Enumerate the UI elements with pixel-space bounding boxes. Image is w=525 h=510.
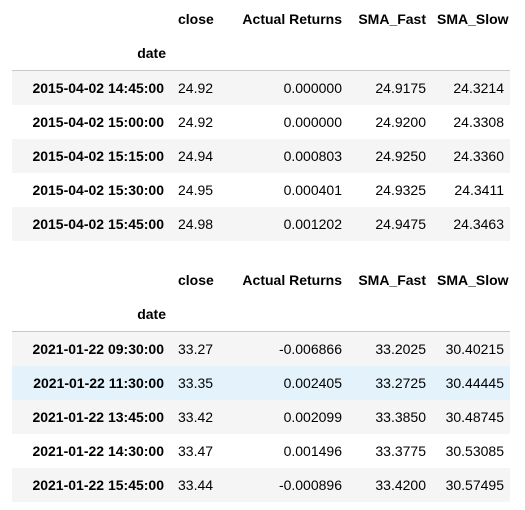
cell-close: 33.42 (178, 409, 214, 425)
table-row: 2015-04-02 15:00:00 24.92 0.000000 24.92… (12, 105, 510, 139)
row-index-date: 2021-01-22 09:30:00 (32, 341, 164, 357)
cell-sma-slow: 30.57495 (445, 477, 504, 493)
cell-sma-slow: 30.48745 (445, 409, 504, 425)
cell-actual-returns: 0.000000 (283, 80, 342, 96)
row-index-date: 2021-01-22 11:30:00 (33, 375, 164, 391)
cell-close: 24.95 (178, 182, 214, 198)
table-row: 2015-04-02 15:30:00 24.95 0.000401 24.93… (12, 173, 510, 207)
cell-close: 33.47 (178, 443, 214, 459)
row-index-date: 2015-04-02 15:45:00 (32, 216, 164, 232)
cell-close: 24.92 (178, 114, 214, 130)
cell-sma-fast: 24.9325 (375, 182, 426, 198)
cell-close: 33.27 (178, 341, 214, 357)
row-index-date: 2015-04-02 15:15:00 (32, 148, 164, 164)
table-row: 2021-01-22 15:45:00 33.44 -0.000896 33.4… (12, 468, 510, 502)
column-header-close: close (178, 11, 214, 27)
row-index-date: 2021-01-22 13:45:00 (32, 409, 164, 425)
cell-sma-slow: 24.3214 (453, 80, 504, 96)
table-row: 2021-01-22 09:30:00 33.27 -0.006866 33.2… (12, 331, 510, 366)
index-name-row: date (12, 36, 510, 71)
cell-sma-slow: 24.3360 (453, 148, 504, 164)
cell-actual-returns: 0.000803 (283, 148, 342, 164)
index-name-row: date (12, 297, 510, 332)
table-row: 2021-01-22 14:30:00 33.47 0.001496 33.37… (12, 434, 510, 468)
column-header-sma-fast: SMA_Fast (358, 272, 426, 288)
column-header-row: close Actual Returns SMA_Fast SMA_Slow (12, 2, 510, 36)
cell-sma-fast: 33.2725 (375, 375, 426, 391)
cell-sma-slow: 24.3411 (454, 182, 504, 198)
row-index-date: 2021-01-22 14:30:00 (32, 443, 164, 459)
column-header-sma-slow: SMA_Slow (437, 272, 509, 288)
cell-sma-slow: 30.44445 (445, 375, 504, 391)
cell-close: 24.92 (178, 80, 214, 96)
cell-sma-fast: 24.9475 (375, 216, 426, 232)
dataframe-tail-table: close Actual Returns SMA_Fast SMA_Slow d… (12, 263, 510, 502)
table-row: 2015-04-02 14:45:00 24.92 0.000000 24.91… (12, 70, 510, 105)
cell-actual-returns: -0.000896 (278, 477, 342, 493)
cell-sma-fast: 24.9200 (375, 114, 426, 130)
cell-sma-slow: 30.40215 (445, 341, 504, 357)
cell-sma-fast: 24.9175 (375, 80, 426, 96)
column-header-sma-fast: SMA_Fast (358, 11, 426, 27)
cell-actual-returns: 0.002405 (283, 375, 342, 391)
cell-actual-returns: 0.000000 (283, 114, 342, 130)
index-name-header: date (137, 306, 166, 322)
row-index-date: 2015-04-02 14:45:00 (32, 80, 164, 96)
row-index-date: 2021-01-22 15:45:00 (32, 477, 164, 493)
cell-actual-returns: 0.002099 (283, 409, 342, 425)
cell-sma-fast: 33.3850 (375, 409, 426, 425)
cell-actual-returns: 0.000401 (283, 182, 342, 198)
index-header-blank (12, 2, 172, 36)
cell-actual-returns: -0.006866 (278, 341, 342, 357)
cell-close: 24.98 (178, 216, 214, 232)
cell-actual-returns: 0.001202 (283, 216, 342, 232)
cell-sma-slow: 30.53085 (445, 443, 504, 459)
cell-sma-fast: 24.9250 (375, 148, 426, 164)
cell-sma-slow: 24.3308 (453, 114, 504, 130)
row-index-date: 2015-04-02 15:30:00 (32, 182, 164, 198)
row-index-date: 2015-04-02 15:00:00 (32, 114, 164, 130)
cell-sma-slow: 24.3463 (453, 216, 504, 232)
cell-close: 33.44 (178, 477, 214, 493)
cell-sma-fast: 33.3775 (375, 443, 426, 459)
column-header-actual-returns: Actual Returns (242, 11, 342, 27)
cell-close: 33.35 (178, 375, 214, 391)
cell-close: 24.94 (178, 148, 214, 164)
table-row-hovered: 2021-01-22 11:30:00 33.35 0.002405 33.27… (12, 366, 510, 400)
column-header-close: close (178, 272, 214, 288)
column-header-row: close Actual Returns SMA_Fast SMA_Slow (12, 263, 510, 297)
cell-sma-fast: 33.4200 (375, 477, 426, 493)
column-header-actual-returns: Actual Returns (242, 272, 342, 288)
table-row: 2015-04-02 15:15:00 24.94 0.000803 24.92… (12, 139, 510, 173)
table-row: 2015-04-02 15:45:00 24.98 0.001202 24.94… (12, 207, 510, 241)
column-header-sma-slow: SMA_Slow (437, 11, 509, 27)
cell-sma-fast: 33.2025 (375, 341, 426, 357)
cell-actual-returns: 0.001496 (283, 443, 342, 459)
table-row: 2021-01-22 13:45:00 33.42 0.002099 33.38… (12, 400, 510, 434)
index-header-blank (12, 263, 172, 297)
dataframe-head-table: close Actual Returns SMA_Fast SMA_Slow d… (12, 2, 510, 241)
index-name-header: date (137, 45, 166, 61)
